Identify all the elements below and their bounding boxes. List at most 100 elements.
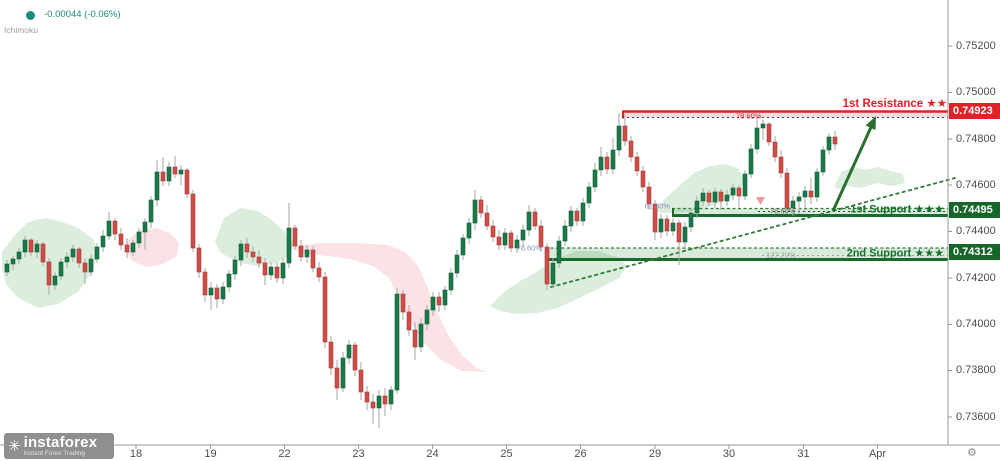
candle-up	[502, 232, 508, 246]
watermark-brand: instaforex	[23, 433, 98, 451]
axis-settings-gear-icon[interactable]: ⚙	[967, 447, 977, 459]
candle-down	[46, 261, 52, 286]
candle-up	[418, 323, 424, 348]
candle-down	[244, 243, 250, 253]
candle-up	[94, 246, 100, 260]
x-axis-label: 23	[352, 448, 365, 460]
candle-up	[610, 149, 616, 170]
candle-up	[556, 240, 562, 264]
candle-down	[496, 236, 502, 246]
candle-down	[310, 249, 316, 269]
candle-down	[298, 245, 304, 258]
candle-down	[262, 262, 268, 276]
candle-up	[712, 191, 718, 203]
candle-up	[208, 287, 214, 296]
candle-down	[706, 192, 712, 203]
support1-fib-dark-label: 78.60%	[770, 206, 796, 215]
candle-up	[694, 200, 700, 214]
candle-down	[628, 140, 634, 158]
candle-down	[676, 222, 682, 243]
candle-down	[736, 187, 742, 197]
candle-up	[346, 344, 352, 359]
candle-up	[724, 194, 730, 202]
support1-label: 1st Support ★★★	[850, 203, 944, 216]
x-axis-label: 22	[278, 448, 291, 460]
x-axis-label: 18	[129, 448, 143, 460]
candle-up	[550, 262, 556, 285]
candle-up	[448, 272, 454, 291]
candle-up	[826, 136, 832, 151]
candle-up	[670, 222, 676, 232]
support2-zone	[545, 248, 948, 260]
candle-up	[466, 222, 472, 239]
x-axis-label: 31	[797, 448, 810, 460]
candle-down	[190, 193, 196, 249]
candle-down	[538, 225, 544, 248]
candle-down	[622, 125, 628, 142]
candle-down	[28, 239, 34, 253]
candle-up	[136, 231, 142, 244]
candle-down	[334, 367, 340, 389]
candle-up	[472, 199, 478, 224]
candle-down	[574, 210, 580, 222]
candle-down	[646, 186, 652, 205]
candle-up	[178, 169, 184, 175]
watermark-tagline: Instant Forex Trading	[23, 449, 85, 457]
candle-down	[532, 211, 538, 227]
support2-fib-blue-label: 78.60%	[516, 243, 542, 252]
candle-up	[526, 211, 532, 231]
candle-up	[802, 190, 808, 198]
candle-down	[184, 169, 190, 195]
indicator-name-label[interactable]: Ichimoku	[4, 25, 39, 35]
candle-down	[784, 172, 790, 209]
candle-down	[250, 251, 256, 258]
candle-up	[232, 259, 238, 275]
candle-down	[604, 156, 610, 170]
candle-up	[148, 199, 154, 223]
candle-up	[64, 256, 70, 263]
candle-up	[760, 123, 766, 129]
support1-fib-blue-label: 61.80%	[644, 201, 670, 210]
candle-down	[508, 232, 514, 249]
y-axis-label: 0.73600	[956, 410, 996, 423]
candle-down	[202, 271, 208, 296]
candle-down	[664, 218, 670, 232]
indicator-change-value[interactable]: -0.00044 (-0.06%)	[44, 9, 121, 20]
candle-up	[16, 251, 22, 260]
candle-up	[424, 309, 430, 325]
candle-up	[586, 186, 592, 204]
resistance-price-badge: 0.74923	[949, 103, 1000, 119]
candle-down	[808, 190, 814, 198]
candle-down	[370, 401, 376, 409]
candle-down	[778, 156, 784, 174]
candle-up	[592, 169, 598, 188]
y-axis-label: 0.74200	[956, 271, 996, 284]
candle-down	[478, 199, 484, 214]
candle-up	[100, 235, 106, 248]
ichimoku-cloud-pink	[293, 243, 487, 372]
candle-up	[142, 221, 148, 233]
candle-down	[436, 296, 442, 306]
instaforex-watermark: ✳ instaforex Instant Forex Trading	[4, 433, 114, 459]
candle-up	[154, 171, 160, 201]
candle-down	[406, 311, 412, 331]
resistance-label: 1st Resistance ★★	[842, 98, 947, 110]
support2-label: 2nd Support ★★★	[846, 247, 944, 259]
candle-up	[430, 296, 436, 311]
reversal-marker-down-triangle	[756, 197, 765, 205]
candle-up	[4, 263, 10, 273]
resistance-fib-label: 78.60%	[736, 111, 762, 120]
candle-up	[820, 149, 826, 173]
candle-down	[640, 170, 646, 188]
candle-up	[22, 239, 28, 253]
candle-up	[460, 237, 466, 256]
x-axis-label: 29	[648, 448, 662, 460]
candle-up	[88, 258, 94, 273]
candle-down	[160, 171, 166, 182]
candle-down	[352, 344, 358, 371]
candle-down	[292, 227, 298, 247]
candle-down	[40, 243, 46, 263]
candle-up	[562, 225, 568, 242]
candle-up	[106, 220, 112, 237]
